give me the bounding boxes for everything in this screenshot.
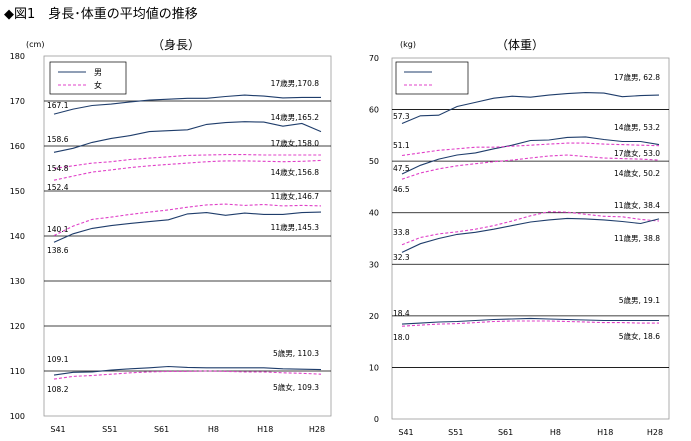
- weight-data-label: 18.0: [393, 333, 410, 342]
- weight-x-tick-label: S61: [498, 428, 513, 437]
- height-data-label: 5歳女, 109.3: [273, 382, 319, 392]
- weight-x-tick-label: H28: [647, 428, 663, 437]
- height-chart-title: （身長）: [152, 37, 200, 52]
- weight-y-tick-label: 10: [369, 363, 379, 372]
- height-y-tick-label: 110: [10, 367, 25, 376]
- weight-y-tick-label: 0: [374, 415, 379, 424]
- weight-data-label: 14歳男, 53.2: [614, 122, 660, 132]
- height-data-label: 17歳男,170.8: [271, 78, 320, 88]
- weight-x-tick-label: H18: [597, 428, 613, 437]
- height-y-tick-label: 170: [10, 97, 25, 106]
- weight-y-tick-label: 20: [369, 312, 379, 321]
- weight-y-tick-label: 40: [369, 209, 379, 218]
- weight-chart-title: （体重）: [496, 38, 544, 52]
- height-series-line: [53, 121, 322, 153]
- weight-data-label: 57.3: [393, 112, 410, 121]
- height-data-label: 108.2: [47, 385, 69, 394]
- height-series-line: [53, 370, 322, 380]
- weight-y-tick-label: 70: [369, 54, 379, 63]
- weight-series-line: [401, 317, 659, 325]
- weight-y-tick-label: 30: [369, 260, 379, 269]
- weight-data-label: 33.8: [393, 228, 410, 237]
- weight-series-line: [401, 320, 659, 327]
- height-data-label: 109.1: [47, 355, 69, 364]
- weight-data-label: 17歳女, 53.0: [614, 148, 660, 158]
- height-series-line: [53, 203, 322, 237]
- weight-data-label: 17歳男, 62.8: [614, 72, 660, 82]
- height-data-label: 11歳男,145.3: [271, 222, 320, 232]
- height-data-label: 152.4: [47, 183, 69, 192]
- weight-y-tick-label: 60: [369, 106, 379, 115]
- weight-data-label: 51.1: [393, 141, 410, 150]
- weight-y-unit-label: (kg): [400, 40, 416, 49]
- height-data-label: 167.1: [47, 101, 69, 110]
- height-x-tick-label: S51: [102, 425, 117, 434]
- height-data-label: 154.8: [47, 164, 69, 173]
- height-data-label: 17歳女,158.0: [271, 138, 320, 148]
- height-data-label: 158.6: [47, 135, 69, 144]
- height-x-tick-label: H28: [309, 425, 325, 434]
- weight-y-tick-label: 50: [369, 157, 379, 166]
- height-y-unit-label: (cm): [26, 40, 44, 49]
- height-x-tick-label: H8: [208, 425, 219, 434]
- height-y-tick-label: 130: [10, 277, 25, 286]
- weight-data-label: 18.4: [393, 309, 410, 318]
- height-series-line: [53, 94, 321, 115]
- weight-plot-area: [391, 57, 670, 420]
- height-data-label: 5歳男, 110.3: [273, 348, 319, 358]
- height-y-tick-label: 150: [10, 187, 25, 196]
- weight-data-label: 11歳男, 38.8: [614, 233, 660, 243]
- weight-x-tick-label: H8: [550, 428, 561, 437]
- height-data-label: 14歳女,156.8: [271, 167, 320, 177]
- height-y-tick-label: 180: [10, 52, 25, 61]
- height-x-tick-label: H18: [257, 425, 273, 434]
- height-y-tick-label: 120: [10, 322, 25, 331]
- weight-series-line: [401, 136, 660, 175]
- weight-data-label: 47.5: [393, 164, 410, 173]
- weight-data-label: 46.5: [393, 185, 410, 194]
- weight-data-label: 32.3: [393, 253, 410, 262]
- height-data-label: 11歳女,146.7: [271, 191, 320, 201]
- height-y-tick-label: 140: [10, 232, 25, 241]
- weight-data-label: 14歳女, 50.2: [614, 168, 660, 178]
- weight-series-line: [401, 217, 660, 253]
- height-legend-box: [49, 61, 127, 95]
- height-x-tick-label: S41: [50, 425, 65, 434]
- weight-data-label: 5歳女, 18.6: [619, 331, 660, 341]
- height-y-tick-label: 160: [10, 142, 25, 151]
- height-legend-label: 男: [94, 68, 102, 77]
- weight-data-label: 11歳女, 38.4: [614, 200, 660, 210]
- height-legend-label: 女: [94, 80, 102, 90]
- weight-series-line: [401, 154, 660, 180]
- height-series-line: [53, 365, 322, 376]
- weight-x-tick-label: S51: [448, 428, 463, 437]
- figure-title: ◆図1 身長･体重の平均値の推移: [4, 7, 198, 22]
- height-series-line: [53, 211, 322, 243]
- height-data-label: 138.6: [47, 246, 69, 255]
- weight-data-label: 5歳男, 19.1: [619, 295, 660, 305]
- weight-series-line: [401, 92, 660, 125]
- height-data-label: 140.1: [47, 225, 69, 234]
- weight-series-line: [401, 211, 660, 246]
- height-x-tick-label: S61: [154, 425, 169, 434]
- height-y-tick-label: 100: [10, 412, 25, 421]
- weight-x-tick-label: S41: [398, 428, 413, 437]
- weight-legend-box: [395, 61, 469, 95]
- height-series-line: [53, 159, 322, 181]
- height-data-label: 14歳男,165.2: [271, 112, 320, 122]
